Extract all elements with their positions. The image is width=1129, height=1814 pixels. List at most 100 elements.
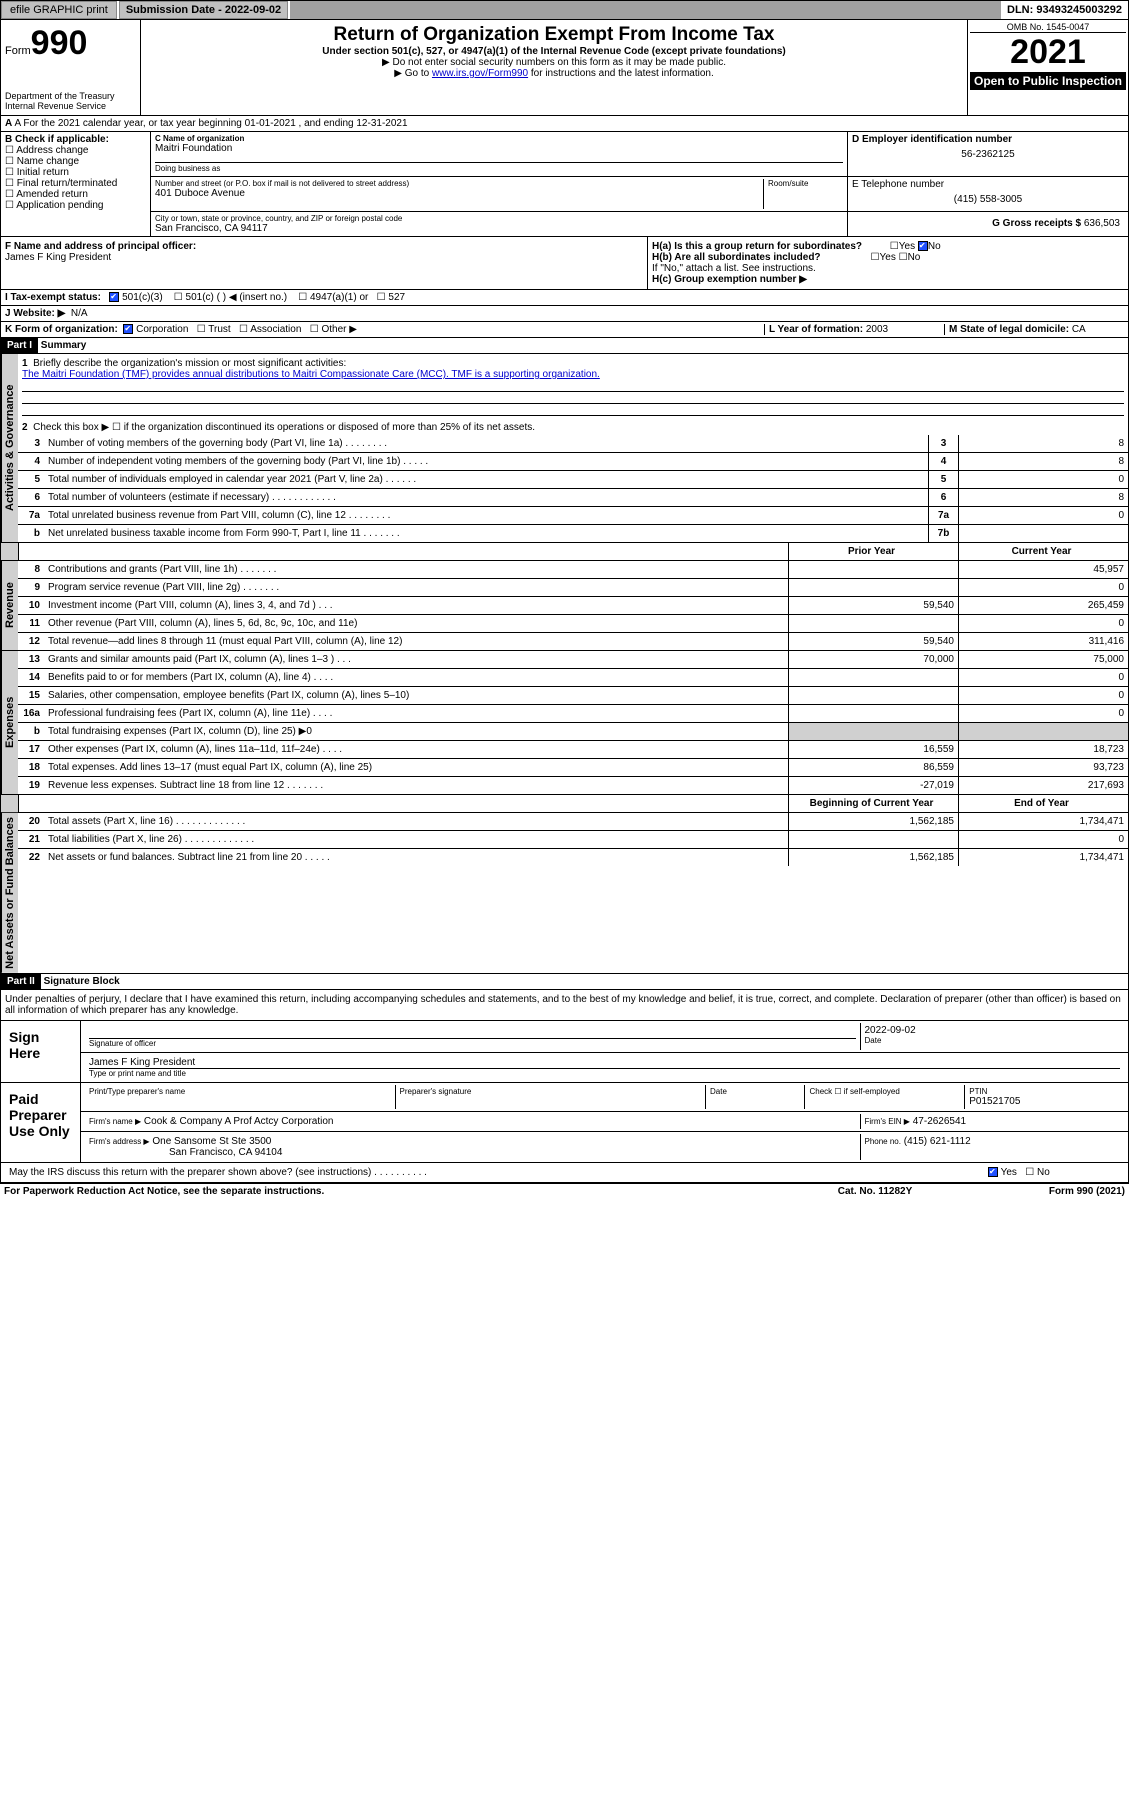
sidebar-expenses: Expenses — [1, 651, 18, 794]
c-name-label: C Name of organization — [155, 134, 843, 143]
declaration: Under penalties of perjury, I declare th… — [1, 990, 1128, 1020]
c-city: San Francisco, CA 94117 — [155, 223, 843, 234]
c-city-label: City or town, state or province, country… — [155, 214, 843, 223]
b-opt-0[interactable]: ☐ Address change — [5, 145, 146, 156]
part1-expenses: Expenses 13Grants and similar amounts pa… — [0, 651, 1129, 795]
line1-label: Briefly describe the organization's miss… — [33, 358, 346, 369]
d-label: D Employer identification number — [852, 134, 1124, 145]
row-a: A A For the 2021 calendar year, or tax y… — [0, 116, 1129, 132]
part2-header: Part II Signature Block — [0, 974, 1129, 990]
gov-line-7a: 7aTotal unrelated business revenue from … — [18, 507, 1128, 525]
b-opt-3[interactable]: ☐ Final return/terminated — [5, 178, 146, 189]
firm-addr2: San Francisco, CA 94104 — [89, 1147, 282, 1158]
d-ein: 56-2362125 — [852, 145, 1124, 164]
hb-note: If "No," attach a list. See instructions… — [652, 263, 1124, 274]
sidebar-governance: Activities & Governance — [1, 354, 18, 542]
b-opt-2[interactable]: ☐ Initial return — [5, 167, 146, 178]
submission-date: Submission Date - 2022-09-02 — [119, 1, 288, 19]
line2: Check this box ▶ ☐ if the organization d… — [33, 422, 535, 433]
b-label: B Check if applicable: — [5, 134, 146, 145]
g-receipts: G Gross receipts $ 636,503 — [852, 214, 1124, 233]
gov-line-3: 3Number of voting members of the governi… — [18, 435, 1128, 453]
b-opt-5[interactable]: ☐ Application pending — [5, 200, 146, 211]
mission-text: The Maitri Foundation (TMF) provides ann… — [22, 369, 600, 380]
rev-line-10: 10Investment income (Part VIII, column (… — [18, 597, 1128, 615]
row-i: I Tax-exempt status: 501(c)(3) ☐ 501(c) … — [0, 290, 1129, 306]
tax-year: 2021 — [970, 33, 1126, 72]
section-fh: F Name and address of principal officer:… — [0, 237, 1129, 290]
c-addr-label: Number and street (or P.O. box if mail i… — [155, 179, 763, 188]
part1-netassets: Net Assets or Fund Balances 20Total asse… — [0, 813, 1129, 974]
exp-line-15: 15Salaries, other compensation, employee… — [18, 687, 1128, 705]
dept-label: Department of the Treasury Internal Reve… — [5, 91, 136, 111]
form-header: Form990 Department of the Treasury Inter… — [0, 20, 1129, 116]
dln: DLN: 93493245003292 — [1001, 2, 1128, 18]
exp-line-14: 14Benefits paid to or for members (Part … — [18, 669, 1128, 687]
exp-line-13: 13Grants and similar amounts paid (Part … — [18, 651, 1128, 669]
k-corp-checked[interactable] — [123, 324, 133, 334]
sig-officer-label: Signature of officer — [89, 1039, 856, 1048]
rev-line-8: 8Contributions and grants (Part VIII, li… — [18, 561, 1128, 579]
exp-line-17: 17Other expenses (Part IX, column (A), l… — [18, 741, 1128, 759]
sig-date-label: Date — [865, 1036, 1121, 1045]
firm-addr1: One Sansome St Ste 3500 — [152, 1136, 271, 1147]
i-501c3-checked[interactable] — [109, 292, 119, 302]
ptin: P01521705 — [969, 1096, 1120, 1107]
signature-block: Under penalties of perjury, I declare th… — [0, 990, 1129, 1183]
part1-governance: Activities & Governance 1 Briefly descri… — [0, 354, 1129, 543]
e-label: E Telephone number — [852, 179, 1124, 190]
may-irs: May the IRS discuss this return with the… — [5, 1165, 984, 1180]
row-klm: K Form of organization: Corporation ☐ Tr… — [0, 322, 1129, 338]
sign-here-label: Sign Here — [1, 1021, 81, 1082]
subtitle-1: Under section 501(c), 527, or 4947(a)(1)… — [145, 46, 963, 57]
ha: H(a) Is this a group return for subordin… — [652, 241, 1124, 252]
part1-revenue: Revenue 8Contributions and grants (Part … — [0, 561, 1129, 651]
net-col-header: Beginning of Current Year End of Year — [0, 795, 1129, 813]
efile-button[interactable]: efile GRAPHIC print — [1, 1, 117, 19]
net-line-21: 21Total liabilities (Part X, line 26) . … — [18, 831, 1128, 849]
c-dba-label: Doing business as — [155, 164, 220, 173]
footer-left: For Paperwork Reduction Act Notice, see … — [4, 1186, 775, 1197]
c-addr: 401 Duboce Avenue — [155, 188, 763, 199]
row-j: J Website: ▶ N/A — [0, 306, 1129, 322]
b-opt-4[interactable]: ☐ Amended return — [5, 189, 146, 200]
net-line-20: 20Total assets (Part X, line 16) . . . .… — [18, 813, 1128, 831]
sidebar-revenue: Revenue — [1, 561, 18, 650]
rev-line-12: 12Total revenue—add lines 8 through 11 (… — [18, 633, 1128, 650]
e-phone: (415) 558-3005 — [852, 190, 1124, 209]
sig-name-label: Type or print name and title — [89, 1069, 1120, 1078]
gov-line-6: 6Total number of volunteers (estimate if… — [18, 489, 1128, 507]
f-officer: James F King President — [5, 252, 643, 263]
topbar: efile GRAPHIC print Submission Date - 20… — [0, 0, 1129, 20]
exp-line-b: bTotal fundraising expenses (Part IX, co… — [18, 723, 1128, 741]
rev-col-header: Prior Year Current Year — [0, 543, 1129, 561]
gov-line-b: bNet unrelated business taxable income f… — [18, 525, 1128, 542]
net-line-22: 22Net assets or fund balances. Subtract … — [18, 849, 1128, 866]
firm-phone: (415) 621-1112 — [904, 1136, 971, 1147]
footer: For Paperwork Reduction Act Notice, see … — [0, 1183, 1129, 1199]
sig-name: James F King President — [89, 1057, 1120, 1069]
irs-link[interactable]: www.irs.gov/Form990 — [432, 68, 528, 79]
ha-no-checked[interactable] — [918, 241, 928, 251]
part1-header: Part I Summary — [0, 338, 1129, 354]
c-name: Maitri Foundation — [155, 143, 843, 154]
main-title: Return of Organization Exempt From Incom… — [145, 24, 963, 46]
rev-line-9: 9Program service revenue (Part VIII, lin… — [18, 579, 1128, 597]
hb: H(b) Are all subordinates included? ☐Yes… — [652, 252, 1124, 263]
footer-right: Form 990 (2021) — [975, 1186, 1125, 1197]
omb: OMB No. 1545-0047 — [970, 22, 1126, 33]
c-room-label: Room/suite — [768, 179, 843, 188]
gov-line-4: 4Number of independent voting members of… — [18, 453, 1128, 471]
section-bcdeg: B Check if applicable: ☐ Address change … — [0, 132, 1129, 237]
exp-line-16a: 16aProfessional fundraising fees (Part I… — [18, 705, 1128, 723]
rev-line-11: 11Other revenue (Part VIII, column (A), … — [18, 615, 1128, 633]
open-inspection: Open to Public Inspection — [970, 72, 1126, 90]
b-opt-1[interactable]: ☐ Name change — [5, 156, 146, 167]
sidebar-netassets: Net Assets or Fund Balances — [1, 813, 18, 973]
paid-preparer-label: Paid Preparer Use Only — [1, 1083, 81, 1162]
firm-name: Cook & Company A Prof Actcy Corporation — [144, 1116, 334, 1127]
exp-line-18: 18Total expenses. Add lines 13–17 (must … — [18, 759, 1128, 777]
footer-mid: Cat. No. 11282Y — [775, 1186, 975, 1197]
may-irs-yes[interactable] — [988, 1167, 998, 1177]
sig-date: 2022-09-02 — [865, 1025, 1121, 1036]
